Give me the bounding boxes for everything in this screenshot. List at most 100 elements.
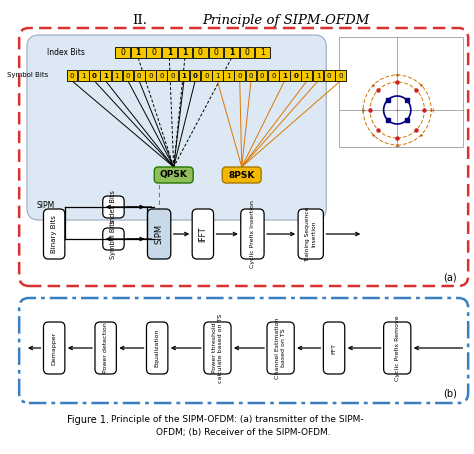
Bar — [268, 70, 279, 81]
Bar — [223, 70, 234, 81]
Text: Demapper: Demapper — [52, 331, 57, 365]
Text: 1: 1 — [316, 73, 320, 79]
Text: 0: 0 — [151, 48, 156, 57]
Text: Cyclic Prefix Insertion: Cyclic Prefix Insertion — [250, 200, 255, 268]
Text: Binary Bits: Binary Bits — [51, 215, 57, 253]
Text: 0: 0 — [159, 73, 164, 79]
Bar — [209, 47, 223, 58]
Text: FFT: FFT — [331, 342, 337, 354]
Bar — [179, 70, 189, 81]
Text: Power detection: Power detection — [103, 323, 108, 373]
FancyBboxPatch shape — [27, 35, 326, 220]
Text: Principle of SIPM-OFDM: Principle of SIPM-OFDM — [202, 14, 369, 27]
Bar — [190, 70, 201, 81]
Bar — [201, 70, 211, 81]
Bar — [313, 70, 323, 81]
Text: 1: 1 — [260, 48, 265, 57]
Text: 0: 0 — [214, 48, 219, 57]
Bar — [134, 70, 145, 81]
Text: Channel Estimation
based on TS: Channel Estimation based on TS — [275, 317, 286, 379]
Text: 1: 1 — [167, 48, 172, 57]
FancyBboxPatch shape — [204, 322, 231, 374]
Text: 8PSK: 8PSK — [228, 171, 255, 179]
FancyBboxPatch shape — [241, 209, 264, 259]
Bar — [224, 47, 239, 58]
Text: 0: 0 — [237, 73, 242, 79]
Text: 1: 1 — [136, 48, 141, 57]
Text: IFFT: IFFT — [198, 226, 207, 242]
Text: 0: 0 — [171, 73, 175, 79]
Bar — [255, 47, 270, 58]
FancyBboxPatch shape — [154, 167, 193, 183]
Text: 1: 1 — [182, 48, 188, 57]
Text: 0: 0 — [245, 48, 249, 57]
Text: 0: 0 — [192, 73, 198, 79]
FancyBboxPatch shape — [103, 228, 124, 250]
Text: Power threshold
calculate based on TS: Power threshold calculate based on TS — [212, 313, 223, 383]
Bar — [115, 47, 130, 58]
Text: (a): (a) — [443, 273, 456, 283]
Bar — [324, 70, 335, 81]
FancyBboxPatch shape — [44, 322, 65, 374]
Bar — [339, 37, 463, 147]
Bar — [290, 70, 301, 81]
Text: 0: 0 — [338, 73, 343, 79]
Text: 0: 0 — [137, 73, 141, 79]
Bar — [100, 70, 111, 81]
Text: 0: 0 — [126, 73, 130, 79]
Text: 0: 0 — [327, 73, 331, 79]
FancyBboxPatch shape — [383, 322, 411, 374]
Text: 0: 0 — [271, 73, 275, 79]
Text: 0: 0 — [204, 73, 209, 79]
Text: Training Sequence
Insertion: Training Sequence Insertion — [305, 206, 316, 262]
Bar — [111, 70, 122, 81]
Bar — [145, 70, 156, 81]
Text: QPSK: QPSK — [160, 171, 188, 179]
Text: 1: 1 — [229, 48, 234, 57]
FancyBboxPatch shape — [222, 167, 261, 183]
FancyBboxPatch shape — [103, 196, 124, 218]
Text: 0: 0 — [293, 73, 298, 79]
Bar — [235, 70, 245, 81]
Text: 0: 0 — [198, 48, 203, 57]
FancyBboxPatch shape — [267, 322, 294, 374]
Text: Figure 1.: Figure 1. — [67, 415, 109, 425]
FancyBboxPatch shape — [19, 298, 468, 403]
FancyBboxPatch shape — [146, 322, 168, 374]
Text: SIPM: SIPM — [36, 201, 55, 209]
Bar — [193, 47, 208, 58]
Text: OFDM; (b) Receiver of the SIPM-OFDM.: OFDM; (b) Receiver of the SIPM-OFDM. — [156, 428, 331, 437]
Text: 1: 1 — [182, 73, 186, 79]
Bar — [246, 70, 256, 81]
Bar — [123, 70, 133, 81]
Bar — [78, 70, 89, 81]
Text: Index Bits: Index Bits — [110, 191, 117, 223]
Bar — [167, 70, 178, 81]
FancyBboxPatch shape — [298, 209, 323, 259]
Text: II.: II. — [132, 14, 147, 27]
Text: 1: 1 — [305, 73, 309, 79]
Bar — [162, 47, 177, 58]
FancyBboxPatch shape — [19, 28, 468, 286]
Text: 0: 0 — [92, 73, 97, 79]
Text: 1: 1 — [215, 73, 219, 79]
Text: 1: 1 — [282, 73, 287, 79]
Bar — [156, 70, 167, 81]
Text: SIPM: SIPM — [155, 224, 164, 244]
Bar — [146, 47, 161, 58]
FancyBboxPatch shape — [44, 209, 65, 259]
Bar — [335, 70, 346, 81]
FancyBboxPatch shape — [192, 209, 214, 259]
Bar — [257, 70, 267, 81]
Bar — [89, 70, 100, 81]
Text: 0: 0 — [260, 73, 264, 79]
Text: 1: 1 — [81, 73, 86, 79]
Bar — [178, 47, 192, 58]
Text: 0: 0 — [249, 73, 253, 79]
Text: Principle of the SIPM-OFDM: (a) transmitter of the SIPM-: Principle of the SIPM-OFDM: (a) transmit… — [110, 415, 363, 424]
Text: Symbol Bits: Symbol Bits — [7, 73, 48, 79]
Bar — [301, 70, 312, 81]
Text: (b): (b) — [443, 388, 456, 398]
Bar — [212, 70, 223, 81]
Text: Index Bits: Index Bits — [47, 48, 85, 57]
